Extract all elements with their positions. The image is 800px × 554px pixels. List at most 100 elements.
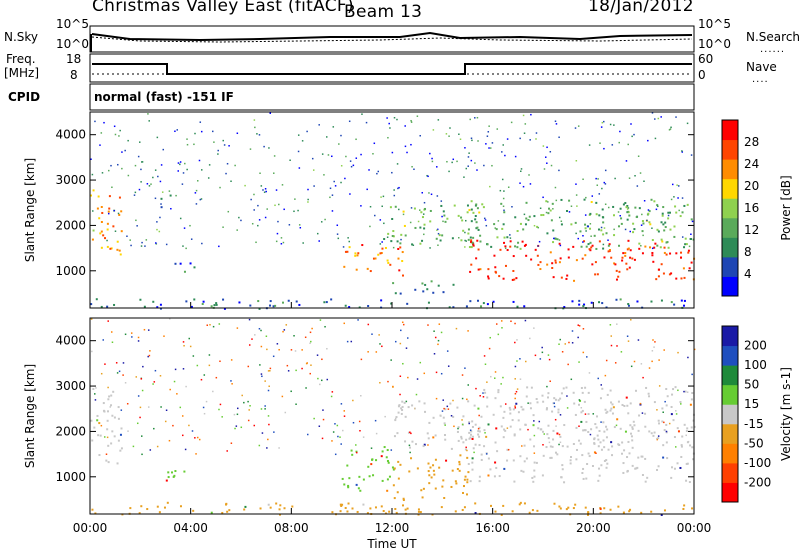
velocity-cell xyxy=(434,434,437,437)
velocity-cell xyxy=(416,467,419,470)
velocity-cell xyxy=(278,513,281,516)
velocity-cell xyxy=(561,468,564,471)
velocity-scatter xyxy=(553,402,555,405)
power-cell xyxy=(481,203,484,206)
velocity-scatter xyxy=(558,433,561,436)
power-scatter xyxy=(554,120,557,123)
power-scatter xyxy=(184,162,186,165)
power-scatter xyxy=(686,122,689,125)
power-scatter xyxy=(177,162,180,164)
velocity-cell xyxy=(628,510,631,513)
power-cell xyxy=(512,300,515,303)
power-scatter xyxy=(678,209,680,212)
power-cell xyxy=(558,261,561,264)
power-cell xyxy=(478,211,481,214)
velocity-scatter xyxy=(305,387,307,389)
velocity-cell xyxy=(559,507,562,510)
velocity-scatter xyxy=(268,385,270,388)
power-cell xyxy=(583,198,586,201)
power-cell xyxy=(496,236,499,239)
power-scatter xyxy=(464,147,466,149)
power-cell xyxy=(513,278,516,281)
power-cell xyxy=(617,275,620,278)
power-scatter xyxy=(393,116,396,119)
velocity-scatter xyxy=(343,415,346,417)
velocity-cell xyxy=(427,462,430,465)
velocity-cell xyxy=(362,503,365,506)
velocity-scatter xyxy=(394,340,397,343)
velocity-scatter xyxy=(218,323,221,325)
power-scatter xyxy=(681,150,683,152)
velocity-cell xyxy=(458,463,461,466)
power-scatter xyxy=(542,196,544,199)
power-cell xyxy=(602,216,605,219)
power-cell xyxy=(498,275,501,278)
velocity-scatter xyxy=(626,335,629,337)
power-scatter xyxy=(600,126,603,128)
velocity-cell xyxy=(512,408,515,411)
nave-top-tick: 60 xyxy=(698,52,714,66)
velocity-cell xyxy=(605,411,608,414)
velocity-cell xyxy=(684,390,687,393)
power-cell xyxy=(468,209,471,212)
power-cell xyxy=(516,305,519,308)
power-scatter xyxy=(641,213,643,216)
velocity-scatter xyxy=(399,393,401,396)
power-scatter xyxy=(406,151,408,154)
velocity-cell xyxy=(404,440,407,443)
power-scatter xyxy=(307,198,309,201)
power-scatter xyxy=(640,244,642,247)
velocity-cell xyxy=(579,442,582,445)
velocity-cell xyxy=(355,483,358,486)
velocity-scatter xyxy=(247,419,250,422)
velocity-scatter xyxy=(548,358,551,361)
power-scatter xyxy=(431,160,434,163)
power-scatter xyxy=(624,228,627,231)
power-scatter xyxy=(514,155,517,158)
velocity-scatter xyxy=(265,335,268,338)
velocity-cell xyxy=(483,429,486,432)
power-scatter xyxy=(539,207,542,210)
power-cell xyxy=(106,228,109,231)
velocity-cell xyxy=(686,427,689,430)
velocity-scatter xyxy=(209,323,211,326)
velocity-cell xyxy=(474,423,477,426)
velocity-scatter xyxy=(251,338,253,340)
velocity-cell xyxy=(173,474,176,477)
velocity-cell xyxy=(686,462,689,465)
velocity-scatter xyxy=(284,411,287,414)
velocity-cell xyxy=(677,430,680,433)
power-cell xyxy=(603,256,606,259)
power-cell xyxy=(554,261,557,264)
velocity-scatter xyxy=(137,395,140,397)
power-scatter xyxy=(225,172,227,175)
velocity-cell xyxy=(631,446,634,449)
velocity-cell xyxy=(636,466,639,469)
power-cell xyxy=(215,302,218,305)
power-cell xyxy=(638,247,641,250)
power-scatter xyxy=(117,212,120,215)
velocity-scatter xyxy=(230,380,232,382)
power-cell xyxy=(179,262,182,265)
power-cell xyxy=(662,223,665,226)
velocity-cell xyxy=(485,435,488,438)
power-cell xyxy=(648,210,651,213)
power-cell xyxy=(598,301,601,304)
power-scatter xyxy=(560,220,563,222)
power-cell xyxy=(423,227,426,230)
velocity-cell xyxy=(225,503,228,506)
velocity-scatter xyxy=(202,406,205,409)
power-cell xyxy=(594,261,597,264)
velocity-scatter xyxy=(159,375,162,377)
power-scatter xyxy=(307,188,309,191)
velocity-cell xyxy=(459,454,462,457)
power-scatter xyxy=(458,133,460,135)
velocity-cell xyxy=(630,432,633,435)
velocity-cell xyxy=(529,438,532,441)
power-cell xyxy=(578,299,581,302)
power-cell xyxy=(588,213,591,216)
velocity-scatter xyxy=(482,392,484,394)
velocity-scatter xyxy=(589,433,592,436)
velocity-scatter xyxy=(230,359,233,361)
power-scatter xyxy=(393,189,395,191)
